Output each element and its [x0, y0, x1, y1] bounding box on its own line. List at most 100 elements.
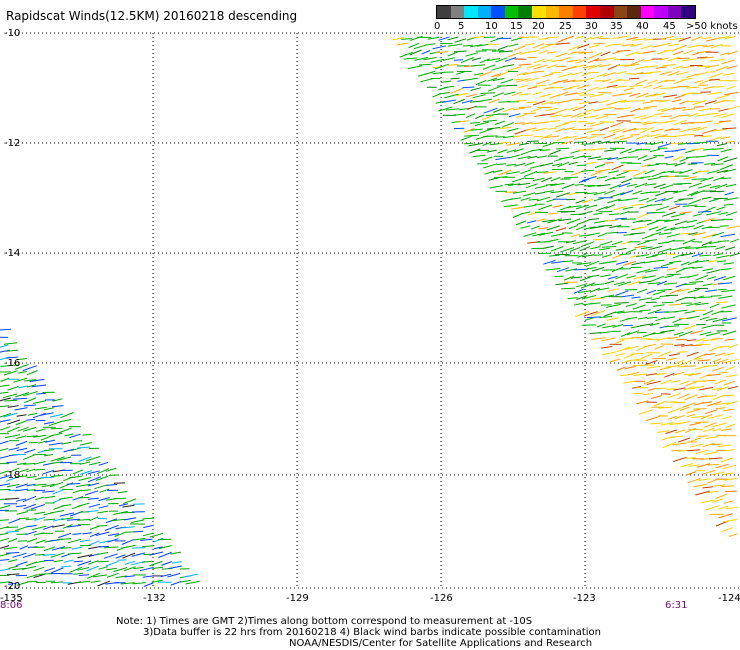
wind-barb [41, 483, 55, 488]
wind-barb [655, 205, 670, 211]
wind-barb [63, 559, 74, 563]
wind-barb [133, 566, 144, 570]
wind-barb [50, 552, 65, 558]
wind-barb [419, 63, 432, 66]
wind-barb [15, 504, 27, 508]
wind-barb [586, 86, 599, 92]
wind-barb [123, 498, 136, 505]
legend-label: 25 [559, 21, 572, 32]
wind-barb [58, 532, 72, 539]
wind-barb [681, 252, 694, 257]
wind-barb [586, 161, 597, 165]
wind-barb [717, 444, 732, 448]
wind-barb [712, 253, 723, 257]
wind-barb [96, 525, 108, 527]
wind-barb [652, 44, 662, 48]
wind-barb [8, 582, 19, 585]
wind-barb [576, 219, 591, 226]
wind-barb [726, 211, 738, 216]
wind-barb [562, 114, 572, 118]
wind-barb [49, 420, 63, 427]
wind-barb [26, 418, 36, 421]
wind-barb [562, 87, 573, 91]
wind-barb [632, 170, 647, 177]
wind-barb [500, 78, 514, 84]
swath-time-left: 8:06 [0, 600, 23, 611]
wind-barb [0, 344, 9, 348]
wind-barb [668, 303, 682, 306]
wind-barb [633, 114, 647, 119]
wind-barb [579, 94, 595, 96]
lon-label-135w: -135 [0, 593, 23, 604]
wind-barb [627, 280, 641, 286]
wind-barb [646, 365, 662, 369]
lon-label-129w: -129 [286, 593, 309, 604]
wind-barb [670, 380, 681, 383]
wind-barb [0, 391, 9, 394]
wind-barb [638, 409, 653, 415]
wind-barb [6, 483, 20, 488]
wind-barb [549, 120, 561, 122]
wind-barb [72, 440, 83, 442]
wind-barb [626, 330, 640, 336]
wind-barb [642, 275, 656, 279]
wind-barb [481, 115, 494, 121]
wind-barb [694, 353, 708, 360]
wind-barb [50, 427, 63, 430]
wind-barb [582, 108, 595, 114]
wind-barb [533, 64, 548, 70]
legend-swatch [627, 6, 641, 18]
wind-barb [539, 44, 552, 50]
wind-barb [647, 163, 660, 167]
wind-barb [425, 43, 436, 46]
wind-barb [23, 454, 36, 461]
wind-barb [545, 107, 559, 112]
wind-barb [625, 303, 637, 307]
wind-barb [650, 211, 666, 214]
wind-barb [625, 51, 639, 57]
wind-barb [660, 262, 674, 267]
wind-barb [597, 86, 609, 90]
wind-barb [695, 337, 705, 343]
wind-barb [0, 384, 10, 387]
wind-barb [486, 149, 497, 153]
wind-barb [687, 259, 699, 266]
wind-barb [704, 353, 715, 356]
wind-barb [706, 211, 721, 216]
wind-barb [705, 317, 718, 322]
wind-barb [543, 171, 557, 174]
wind-barb [691, 232, 707, 236]
wind-barb [605, 219, 619, 222]
wind-barb [588, 44, 599, 49]
wind-barb [572, 239, 588, 245]
wind-barb [516, 113, 528, 119]
wind-barb [462, 44, 473, 47]
wind-barb [497, 45, 509, 51]
wind-barb [693, 483, 707, 488]
wind-barb [488, 98, 500, 104]
wind-barb [724, 91, 739, 96]
wind-barb [514, 122, 525, 125]
wind-barb [644, 169, 655, 175]
wind-barb [541, 101, 554, 105]
wind-barb [667, 392, 681, 399]
wind-barb [26, 483, 36, 487]
wind-barb [97, 510, 108, 514]
wind-barb [489, 185, 503, 189]
wind-barb [532, 84, 547, 87]
wind-barb [654, 113, 664, 115]
wind-barb [613, 140, 627, 143]
wind-barb [611, 240, 623, 246]
wind-barb [587, 274, 600, 278]
legend-swatch [504, 6, 519, 18]
wind-barb [618, 281, 632, 287]
wind-barb [170, 580, 182, 586]
wind-barb [533, 58, 546, 64]
wind-barb [721, 289, 736, 293]
wind-barb [589, 287, 601, 293]
wind-barb [507, 66, 522, 72]
wind-barb [423, 57, 437, 61]
wind-barb [399, 51, 413, 58]
wind-barb [664, 155, 674, 159]
wind-barb [693, 402, 704, 406]
